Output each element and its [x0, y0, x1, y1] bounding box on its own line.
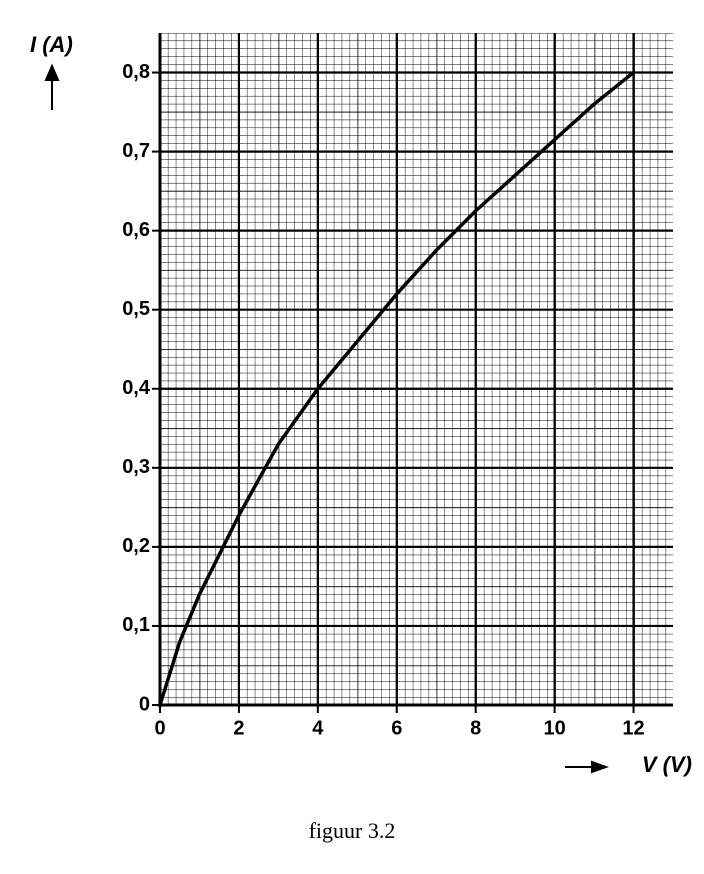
- x-tick-label: 0: [154, 717, 165, 739]
- x-axis-label: V (V): [642, 752, 692, 777]
- y-tick-label: 0,5: [122, 298, 150, 320]
- x-tick-label: 4: [312, 717, 324, 739]
- x-tick-label: 6: [391, 717, 402, 739]
- x-tick-label: 2: [233, 717, 244, 739]
- x-tick-label: 12: [622, 717, 644, 739]
- caption: figuur 3.2: [309, 818, 396, 843]
- x-tick-label: 8: [470, 717, 481, 739]
- y-tick-label: 0,8: [122, 61, 150, 83]
- y-tick-label: 0,3: [122, 456, 150, 478]
- curve: [158, 70, 636, 707]
- y-tick-label: 0: [139, 693, 150, 715]
- x-tick-label: 10: [543, 717, 565, 739]
- y-axis-label: I (A): [30, 32, 73, 57]
- y-arrow: [44, 63, 60, 110]
- y-tick-label: 0,2: [122, 535, 150, 557]
- y-tick-label: 0,7: [122, 140, 150, 162]
- y-tick-label: 0,6: [122, 219, 150, 241]
- graph-paper: [160, 33, 673, 705]
- y-tick-label: 0,4: [122, 377, 151, 399]
- y-tick-label: 0,1: [122, 614, 150, 636]
- x-arrow: [565, 760, 609, 774]
